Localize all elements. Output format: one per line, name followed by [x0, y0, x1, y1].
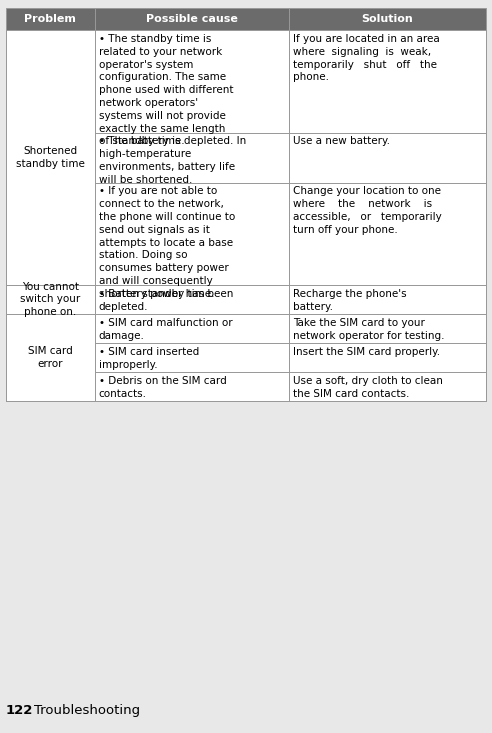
- Text: • Battery power has been
depleted.: • Battery power has been depleted.: [99, 289, 233, 312]
- Text: • SIM card inserted
improperly.: • SIM card inserted improperly.: [99, 347, 199, 370]
- Text: Shortened
standby time: Shortened standby time: [16, 146, 85, 169]
- Bar: [95, 343, 289, 372]
- Text: 122: 122: [6, 704, 33, 717]
- Bar: [289, 285, 486, 314]
- Text: Troubleshooting: Troubleshooting: [34, 704, 140, 717]
- Text: SIM card
error: SIM card error: [28, 346, 73, 369]
- Bar: [6, 314, 95, 401]
- Text: Recharge the phone's
battery.: Recharge the phone's battery.: [293, 289, 407, 312]
- Bar: [6, 314, 486, 401]
- Bar: [289, 133, 486, 183]
- Text: Insert the SIM card properly.: Insert the SIM card properly.: [293, 347, 440, 357]
- Bar: [95, 314, 289, 343]
- Bar: [95, 285, 289, 314]
- Bar: [95, 183, 289, 285]
- Text: • The battery is depleted. In
high-temperature
environments, battery life
will b: • The battery is depleted. In high-tempe…: [99, 136, 246, 185]
- Text: Change your location to one
where    the    network    is
accessible,   or   tem: Change your location to one where the ne…: [293, 186, 442, 235]
- Text: Use a new battery.: Use a new battery.: [293, 136, 390, 147]
- Text: • Debris on the SIM card
contacts.: • Debris on the SIM card contacts.: [99, 376, 226, 399]
- Bar: [6, 30, 486, 285]
- Bar: [6, 30, 95, 285]
- Bar: [289, 372, 486, 401]
- Text: If you are located in an area
where  signaling  is  weak,
temporarily   shut   o: If you are located in an area where sign…: [293, 34, 440, 82]
- Bar: [95, 30, 289, 133]
- Bar: [289, 183, 486, 285]
- Text: Possible cause: Possible cause: [146, 14, 238, 24]
- Bar: [289, 314, 486, 343]
- Text: Problem: Problem: [25, 14, 76, 24]
- Bar: [95, 133, 289, 183]
- Text: • The standby time is
related to your network
operator's system
configuration. T: • The standby time is related to your ne…: [99, 34, 233, 147]
- Bar: [95, 372, 289, 401]
- Bar: [289, 343, 486, 372]
- Text: • If you are not able to
connect to the network,
the phone will continue to
send: • If you are not able to connect to the …: [99, 186, 235, 299]
- Text: You cannot
switch your
phone on.: You cannot switch your phone on.: [20, 281, 81, 317]
- Text: Take the SIM card to your
network operator for testing.: Take the SIM card to your network operat…: [293, 318, 445, 341]
- Bar: [6, 285, 95, 314]
- Bar: [6, 8, 486, 30]
- Bar: [289, 30, 486, 133]
- Text: Use a soft, dry cloth to clean
the SIM card contacts.: Use a soft, dry cloth to clean the SIM c…: [293, 376, 443, 399]
- Bar: [6, 285, 486, 314]
- Text: • SIM card malfunction or
damage.: • SIM card malfunction or damage.: [99, 318, 232, 341]
- Text: Solution: Solution: [362, 14, 413, 24]
